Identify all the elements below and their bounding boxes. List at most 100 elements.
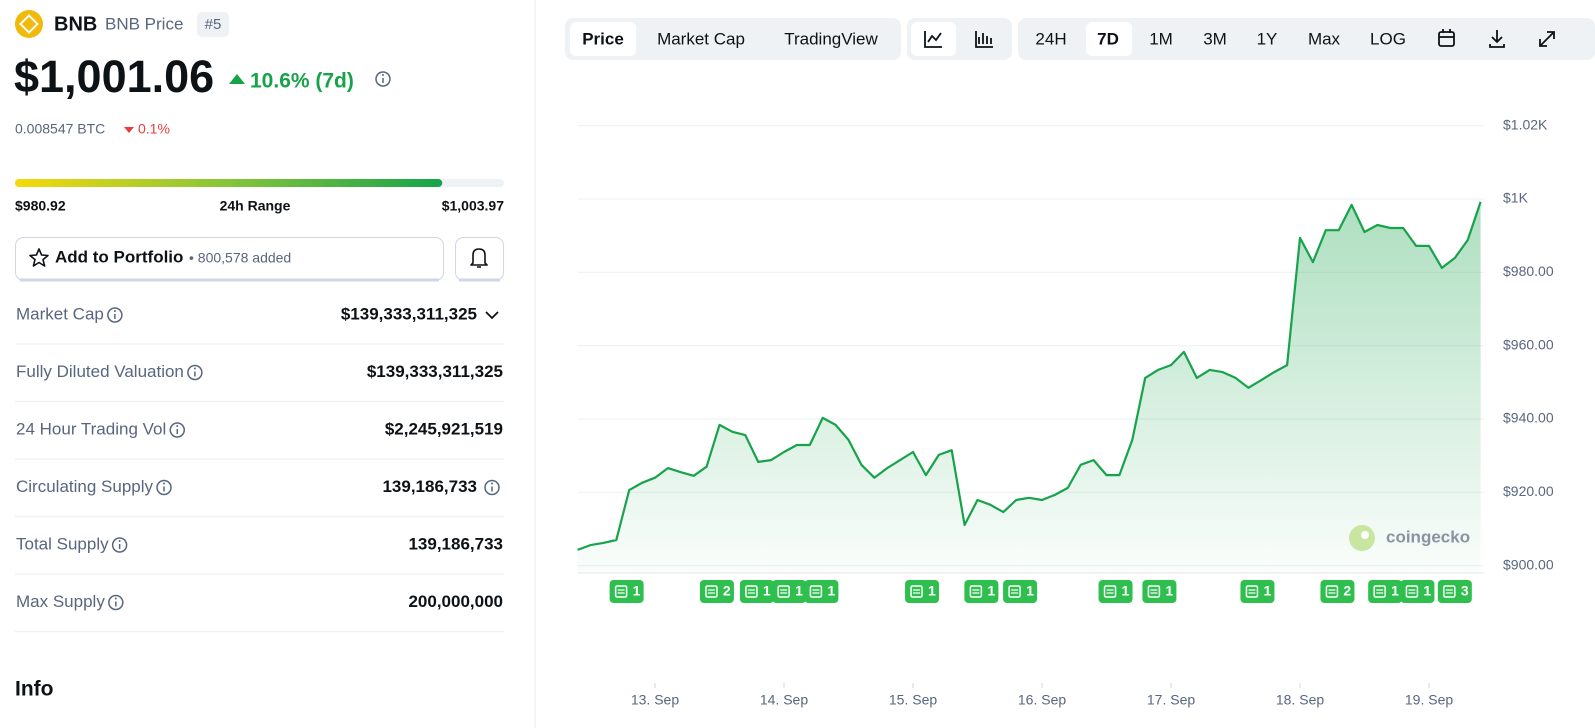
news-badge[interactable]: 1 bbox=[1368, 580, 1403, 603]
news-badge[interactable]: 2 bbox=[699, 580, 734, 603]
price-line bbox=[577, 201, 1482, 551]
info-heading: Info bbox=[15, 678, 53, 701]
news-count: 1 bbox=[1423, 583, 1431, 599]
range-low: $980.92 bbox=[15, 198, 66, 214]
info-dot bbox=[114, 597, 117, 600]
info-icon bbox=[108, 594, 124, 611]
stat-label: Max Supply bbox=[16, 592, 105, 611]
info-icon bbox=[187, 364, 203, 381]
range-option[interactable]: LOG bbox=[1370, 29, 1406, 48]
news-icon bbox=[1405, 585, 1419, 598]
info-dot bbox=[491, 482, 493, 485]
line-chart-icon[interactable] bbox=[924, 31, 942, 48]
info-circle bbox=[108, 594, 124, 611]
range-option[interactable]: 7D bbox=[1097, 29, 1119, 48]
stat-value: 139,186,733 bbox=[382, 477, 477, 496]
x-tick-label: 16. Sep bbox=[1018, 692, 1066, 708]
news-icon bbox=[745, 585, 758, 598]
coin-logo-mark bbox=[19, 14, 39, 34]
news-icon bbox=[705, 585, 718, 598]
news-badge[interactable]: 1 bbox=[964, 580, 999, 603]
tab-selected bbox=[570, 22, 636, 56]
info-circle bbox=[169, 422, 186, 438]
news-count: 1 bbox=[1122, 583, 1130, 599]
news-icon bbox=[614, 585, 628, 598]
added-count: • 800,578 added bbox=[189, 250, 291, 266]
news-badge[interactable]: 1 bbox=[739, 580, 774, 603]
range-option[interactable]: 24H bbox=[1035, 29, 1066, 48]
rank-badge bbox=[197, 12, 229, 37]
news-badge[interactable]: 1 bbox=[1003, 580, 1038, 603]
stat-label: 24 Hour Trading Vol bbox=[16, 419, 166, 438]
y-tick-label: $920.00 bbox=[1503, 483, 1554, 499]
news-badge[interactable]: 1 bbox=[804, 580, 839, 603]
news-badge[interactable]: 1 bbox=[609, 580, 644, 603]
range-option[interactable]: 1Y bbox=[1257, 29, 1278, 48]
y-tick-label: $980.00 bbox=[1503, 263, 1554, 279]
stat-label: Circulating Supply bbox=[16, 477, 154, 496]
news-icon bbox=[1008, 585, 1021, 598]
expand-chevron[interactable] bbox=[485, 311, 499, 320]
news-count: 1 bbox=[827, 583, 835, 599]
coin-logo bbox=[15, 10, 43, 38]
news-badge[interactable]: 1 bbox=[1098, 580, 1133, 603]
info-icon bbox=[107, 307, 123, 323]
chart-tab[interactable]: Market Cap bbox=[657, 29, 745, 48]
x-tick-label: 13. Sep bbox=[631, 692, 679, 708]
chart-tab[interactable]: Price bbox=[582, 29, 624, 48]
tab-group bbox=[565, 18, 901, 60]
stat-value: $139,333,311,325 bbox=[341, 304, 477, 323]
y-tick-label: $960.00 bbox=[1503, 336, 1554, 352]
y-tick-label: $940.00 bbox=[1503, 410, 1554, 426]
news-icon bbox=[1103, 585, 1117, 598]
range-option[interactable]: 1M bbox=[1149, 29, 1173, 48]
up-arrow bbox=[229, 74, 245, 84]
alert-button[interactable] bbox=[455, 237, 504, 282]
info-circle bbox=[484, 479, 500, 496]
news-icon bbox=[1147, 585, 1161, 598]
news-icon bbox=[969, 585, 983, 598]
news-badge[interactable]: 2 bbox=[1320, 580, 1355, 603]
coin-name: BNB Price bbox=[105, 14, 183, 33]
chart-type-selected[interactable] bbox=[911, 22, 956, 56]
news-count: 1 bbox=[1391, 583, 1399, 599]
info-circle bbox=[156, 479, 172, 496]
news-badge[interactable]: 1 bbox=[1142, 580, 1177, 603]
coin-symbol: BNB bbox=[54, 13, 97, 35]
stat-label: Total Supply bbox=[16, 534, 109, 553]
info-icon bbox=[169, 422, 186, 438]
download-icon[interactable] bbox=[1489, 30, 1505, 48]
add-portfolio-button[interactable]: Add to Portfolio • 800,578 added bbox=[15, 237, 444, 282]
info-icon bbox=[111, 537, 128, 553]
news-badge[interactable]: 1 bbox=[1240, 580, 1275, 603]
news-badge[interactable]: 1 bbox=[772, 580, 807, 603]
btc-change: 0.1% bbox=[138, 121, 170, 137]
y-tick-label: $1.02K bbox=[1503, 116, 1548, 132]
watermark: coingecko bbox=[1386, 527, 1470, 546]
price-area bbox=[577, 201, 1481, 573]
stat-label: Market Cap bbox=[16, 304, 104, 323]
news-icon bbox=[809, 585, 823, 598]
range-option[interactable]: 3M bbox=[1203, 29, 1227, 48]
stat-value: 200,000,000 bbox=[408, 592, 503, 611]
range-option[interactable]: Max bbox=[1308, 29, 1341, 48]
info-dot bbox=[163, 482, 166, 485]
x-tick-label: 15. Sep bbox=[889, 692, 937, 708]
news-count: 1 bbox=[763, 583, 771, 599]
calendar-icon[interactable] bbox=[1438, 29, 1455, 47]
news-count: 1 bbox=[928, 583, 936, 599]
news-count: 3 bbox=[1461, 583, 1469, 599]
news-badge[interactable]: 3 bbox=[1437, 580, 1472, 603]
news-count: 2 bbox=[723, 583, 731, 599]
y-tick-label: $900.00 bbox=[1503, 556, 1554, 572]
range-fill bbox=[15, 179, 443, 187]
btc-price: 0.008547 BTC bbox=[15, 121, 105, 137]
news-count: 1 bbox=[1026, 583, 1034, 599]
range-label: 24h Range bbox=[220, 198, 291, 214]
candle-chart-icon[interactable] bbox=[975, 31, 993, 48]
news-badge[interactable]: 1 bbox=[905, 580, 940, 603]
chart-tab[interactable]: TradingView bbox=[784, 29, 878, 48]
news-icon bbox=[1443, 585, 1456, 598]
news-badge[interactable]: 1 bbox=[1400, 580, 1435, 603]
expand-icon[interactable] bbox=[1539, 31, 1555, 47]
